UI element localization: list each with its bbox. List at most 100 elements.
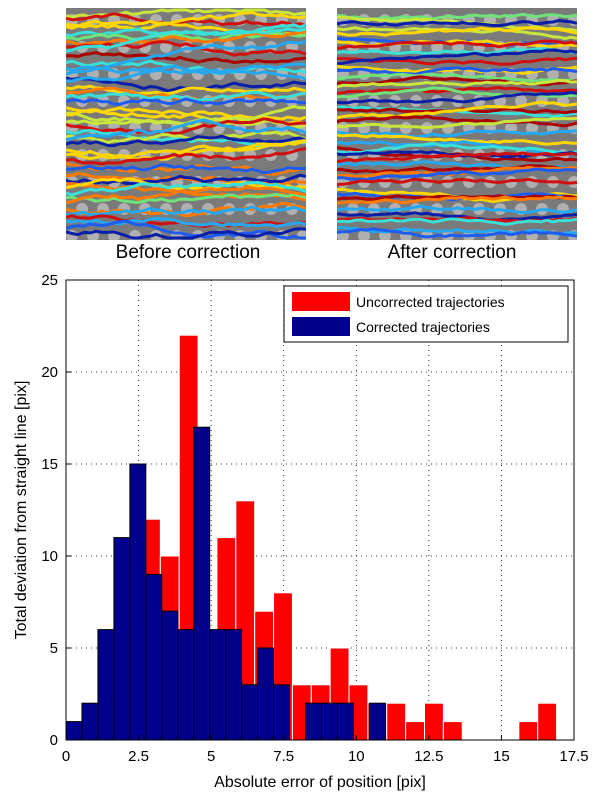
trajectory-line	[66, 12, 306, 28]
histogram-chart: 0 2.5 5 7.5 10 12.5 15 17.5 0 5 10 15 20 25 Absolute…	[13, 272, 589, 791]
histogram-bar	[405, 721, 426, 741]
histogram-bar	[113, 537, 131, 741]
trajectory-line	[66, 40, 306, 57]
histogram-bar	[273, 684, 291, 741]
trajectory-line	[66, 30, 306, 46]
trajectory-line	[337, 211, 577, 222]
x-tick-label: 17.5	[559, 748, 588, 765]
trajectory-line	[337, 167, 577, 182]
trajectory-line	[337, 100, 577, 120]
lattice-spot	[358, 230, 370, 240]
trajectory-line	[66, 27, 306, 53]
histogram-bar	[518, 721, 539, 741]
x-tick-label: 15	[493, 748, 510, 765]
histogram-bar	[241, 684, 259, 741]
histogram-bar	[145, 573, 163, 741]
x-tick-label: 0	[62, 748, 70, 765]
y-tick-label: 0	[50, 732, 58, 749]
y-tick-label: 5	[50, 640, 58, 657]
legend-label-corrected: Corrected trajectories	[356, 319, 490, 335]
lattice-spot	[160, 41, 172, 53]
trajectory-line	[66, 227, 306, 240]
trajectory-line	[337, 129, 577, 139]
trajectory-line	[66, 173, 306, 186]
y-axis-label: Total deviation from straight line [pix]	[13, 381, 30, 640]
histogram-bar	[424, 702, 444, 741]
x-axis-label: Absolute error of position [pix]	[214, 774, 426, 791]
trajectory-line	[337, 227, 577, 239]
trajectory-line	[337, 141, 577, 155]
histogram-bar	[386, 702, 407, 741]
trajectory-line	[66, 106, 306, 122]
trajectory-line	[337, 78, 577, 89]
histogram-bar	[304, 702, 322, 741]
trajectory-line	[337, 19, 577, 28]
histogram-bar	[177, 629, 195, 741]
trajectory-line	[337, 177, 577, 186]
histogram-bar	[442, 721, 463, 741]
histogram-bar	[320, 702, 338, 741]
trajectory-line	[66, 40, 306, 76]
trajectory-line	[337, 26, 577, 37]
trajectory-line	[337, 217, 577, 226]
after-correction-caption: After correction	[387, 242, 517, 263]
trajectory-line	[337, 140, 577, 157]
trajectory-line	[66, 186, 306, 205]
histogram-bar	[193, 426, 211, 741]
trajectory-line	[337, 72, 577, 83]
after-correction-image	[337, 8, 577, 240]
histogram-bar	[257, 647, 275, 741]
trajectory-line	[66, 162, 306, 175]
histogram-bar	[368, 702, 386, 741]
before-correction-caption: Before correction	[115, 242, 261, 263]
trajectory-line	[66, 205, 306, 217]
trajectory-line	[337, 48, 577, 66]
x-tick-label: 5	[207, 748, 215, 765]
plot-frame	[65, 279, 575, 741]
histogram-bar	[209, 629, 227, 741]
trajectory-line	[337, 151, 577, 164]
y-tick-label: 25	[41, 272, 58, 289]
trajectory-line	[66, 147, 306, 166]
y-tick-label: 10	[41, 548, 58, 565]
trajectory-line	[66, 138, 306, 160]
histogram-bar	[537, 702, 558, 741]
trajectory-line	[337, 133, 577, 146]
trajectory-line	[337, 47, 577, 56]
trajectory-line	[337, 204, 577, 215]
x-tick-labels: 0 2.5 5 7.5 10 12.5 15 17.5	[62, 735, 589, 765]
histogram-bar	[129, 463, 147, 741]
trajectory-line	[337, 195, 577, 205]
trajectory-line	[66, 130, 306, 144]
trajectory-line	[66, 134, 306, 148]
x-tick-label: 2.5	[128, 748, 149, 765]
trajectory-line	[66, 118, 306, 142]
x-tick-label: 10	[348, 748, 365, 765]
trajectory-line	[66, 51, 306, 64]
histogram-bar	[65, 721, 83, 741]
histogram-bar	[161, 610, 179, 741]
trajectory-line	[66, 97, 306, 106]
before-correction-image	[66, 8, 306, 240]
histogram-bar	[336, 702, 354, 741]
trajectory-line	[66, 192, 306, 204]
trajectory-line	[337, 39, 577, 51]
trajectory-line	[66, 62, 306, 83]
lattice-spot	[223, 41, 235, 53]
y-tick-label: 20	[41, 364, 58, 381]
x-tick-label: 12.5	[414, 748, 443, 765]
legend-swatch-uncorrected	[292, 292, 350, 311]
trajectory-line	[337, 56, 577, 66]
legend: Uncorrected trajectories Corrected traje…	[283, 285, 569, 343]
trajectory-line	[337, 164, 577, 174]
legend-swatch-corrected	[292, 317, 350, 336]
trajectory-line	[337, 115, 577, 128]
trajectory-line	[337, 225, 577, 236]
lattice-spot	[547, 68, 559, 80]
lattice-spot	[526, 122, 538, 134]
trajectory-line	[66, 11, 306, 32]
histogram-bar	[97, 629, 115, 741]
trajectory-line	[66, 181, 306, 197]
x-tick-label: 7.5	[273, 748, 294, 765]
histogram-bar	[81, 702, 99, 741]
